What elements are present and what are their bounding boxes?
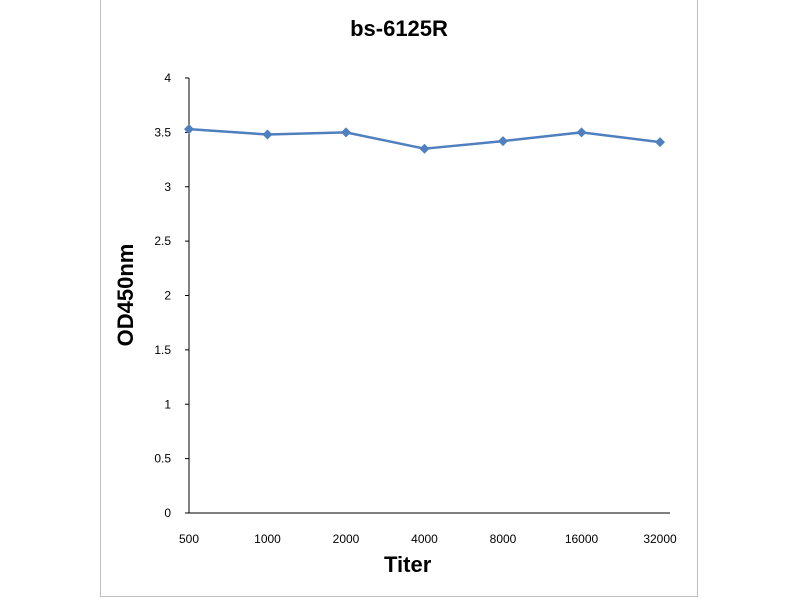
x-axis-label: Titer bbox=[384, 552, 432, 577]
y-tick-label: 3.5 bbox=[154, 125, 171, 139]
chart-frame bbox=[100, 0, 698, 597]
y-tick-label: 2.5 bbox=[154, 234, 171, 248]
data-point-marker bbox=[184, 124, 194, 135]
x-tick-label: 16000 bbox=[565, 532, 599, 546]
x-tick-label: 500 bbox=[179, 532, 199, 546]
data-point-marker bbox=[576, 127, 587, 138]
x-tick-label: 1000 bbox=[254, 532, 281, 546]
y-tick-label: 0 bbox=[164, 506, 171, 520]
y-tick-label: 1 bbox=[164, 397, 171, 411]
x-tick-label: 32000 bbox=[643, 532, 677, 546]
chart-title: bs-6125R bbox=[350, 16, 448, 41]
data-point-marker bbox=[498, 136, 508, 147]
data-point-marker bbox=[341, 127, 351, 138]
x-tick-label: 8000 bbox=[490, 532, 517, 546]
x-tick-label: 4000 bbox=[411, 532, 438, 546]
data-point-marker bbox=[262, 129, 273, 140]
y-tick-label: 3 bbox=[164, 180, 171, 194]
y-tick-label: 1.5 bbox=[154, 343, 171, 357]
y-tick-label: 2 bbox=[164, 289, 171, 303]
data-point-marker bbox=[655, 137, 665, 148]
data-point-marker bbox=[419, 143, 430, 154]
y-tick-label: 4 bbox=[164, 71, 171, 85]
x-tick-label: 2000 bbox=[333, 532, 360, 546]
y-tick-label: 0.5 bbox=[154, 452, 171, 466]
